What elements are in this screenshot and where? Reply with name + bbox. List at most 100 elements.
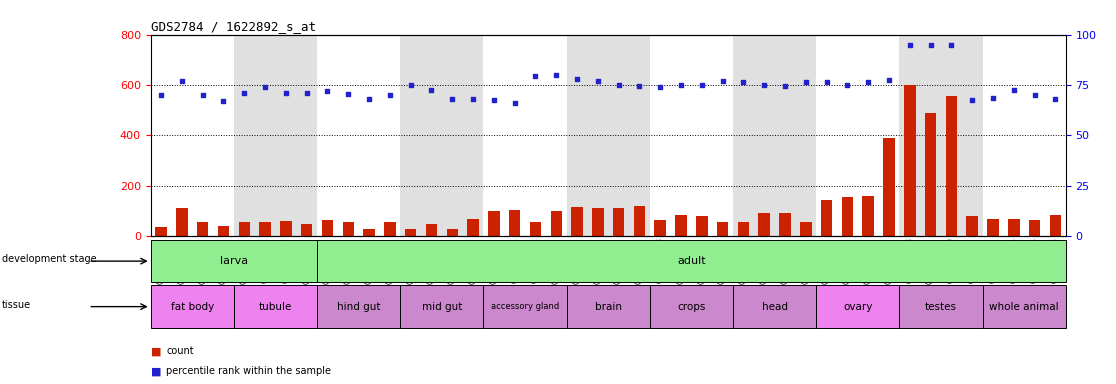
Bar bbox=[151, 285, 234, 328]
Bar bbox=[218, 226, 229, 236]
Point bbox=[901, 41, 918, 48]
Bar bbox=[364, 228, 375, 236]
Text: hind gut: hind gut bbox=[337, 301, 381, 312]
Bar bbox=[733, 35, 816, 236]
Bar bbox=[301, 223, 312, 236]
Bar bbox=[982, 285, 1066, 328]
Point bbox=[818, 79, 836, 86]
Bar bbox=[509, 210, 520, 236]
Bar bbox=[239, 222, 250, 236]
Bar bbox=[550, 211, 562, 236]
Text: development stage: development stage bbox=[2, 254, 97, 264]
Bar bbox=[343, 222, 354, 236]
Bar bbox=[863, 196, 874, 236]
Point bbox=[984, 94, 1002, 101]
Point bbox=[152, 92, 170, 98]
Bar bbox=[567, 285, 650, 328]
Point bbox=[942, 41, 960, 48]
Point bbox=[672, 82, 690, 88]
Text: ■: ■ bbox=[151, 366, 161, 376]
Point bbox=[568, 76, 586, 82]
Point bbox=[381, 92, 398, 98]
Bar bbox=[1008, 218, 1020, 236]
Point bbox=[506, 99, 523, 106]
Text: accessory gland: accessory gland bbox=[491, 302, 559, 311]
Bar bbox=[446, 228, 458, 236]
Bar bbox=[155, 227, 166, 236]
Bar bbox=[259, 222, 271, 236]
Bar bbox=[733, 285, 816, 328]
Bar bbox=[234, 285, 317, 328]
Text: testes: testes bbox=[925, 301, 958, 312]
Point bbox=[797, 79, 815, 86]
Bar bbox=[1029, 220, 1040, 236]
Bar bbox=[401, 285, 483, 328]
Bar bbox=[966, 216, 978, 236]
Bar bbox=[883, 138, 895, 236]
Point bbox=[485, 97, 503, 103]
Point bbox=[963, 97, 981, 103]
Text: fat body: fat body bbox=[171, 301, 214, 312]
Bar bbox=[650, 285, 733, 328]
Point bbox=[1047, 96, 1065, 102]
Bar bbox=[321, 220, 334, 236]
Point bbox=[214, 98, 232, 104]
Point bbox=[1004, 87, 1022, 93]
Point bbox=[1026, 92, 1043, 98]
Bar bbox=[151, 240, 317, 282]
Point bbox=[423, 87, 441, 93]
Bar bbox=[571, 207, 583, 236]
Point bbox=[257, 84, 275, 91]
Text: mid gut: mid gut bbox=[422, 301, 462, 312]
Bar bbox=[988, 218, 999, 236]
Bar bbox=[483, 285, 567, 328]
Point bbox=[859, 79, 877, 86]
Text: percentile rank within the sample: percentile rank within the sample bbox=[166, 366, 331, 376]
Bar bbox=[821, 200, 833, 236]
Point bbox=[402, 82, 420, 88]
Text: ■: ■ bbox=[151, 346, 161, 356]
Point bbox=[714, 78, 732, 84]
Text: adult: adult bbox=[677, 256, 705, 266]
Bar bbox=[654, 220, 666, 236]
Point bbox=[318, 88, 336, 94]
Point bbox=[881, 77, 898, 83]
Point bbox=[298, 89, 316, 96]
Bar bbox=[317, 35, 401, 236]
Bar bbox=[816, 35, 899, 236]
Bar bbox=[716, 222, 729, 236]
Bar bbox=[317, 240, 1066, 282]
Bar bbox=[904, 85, 915, 236]
Text: count: count bbox=[166, 346, 194, 356]
Bar bbox=[151, 35, 234, 236]
Point bbox=[443, 96, 461, 102]
Point bbox=[194, 92, 212, 98]
Text: GDS2784 / 1622892_s_at: GDS2784 / 1622892_s_at bbox=[151, 20, 316, 33]
Bar bbox=[401, 35, 483, 236]
Point bbox=[609, 82, 627, 88]
Bar bbox=[696, 216, 708, 236]
Bar bbox=[176, 209, 187, 236]
Point bbox=[360, 96, 378, 102]
Bar bbox=[468, 218, 479, 236]
Bar bbox=[280, 221, 291, 236]
Bar bbox=[650, 35, 733, 236]
Text: ovary: ovary bbox=[843, 301, 873, 312]
Bar bbox=[841, 197, 853, 236]
Bar bbox=[945, 96, 958, 236]
Bar bbox=[816, 285, 899, 328]
Text: tissue: tissue bbox=[2, 300, 31, 310]
Bar bbox=[196, 222, 209, 236]
Point bbox=[527, 73, 545, 79]
Bar bbox=[759, 214, 770, 236]
Point bbox=[631, 83, 648, 89]
Text: tubule: tubule bbox=[259, 301, 292, 312]
Point bbox=[464, 96, 482, 102]
Bar bbox=[779, 214, 791, 236]
Point bbox=[776, 83, 793, 89]
Bar bbox=[483, 35, 567, 236]
Text: crops: crops bbox=[677, 301, 705, 312]
Bar bbox=[899, 35, 982, 236]
Bar bbox=[1050, 215, 1061, 236]
Bar bbox=[634, 206, 645, 236]
